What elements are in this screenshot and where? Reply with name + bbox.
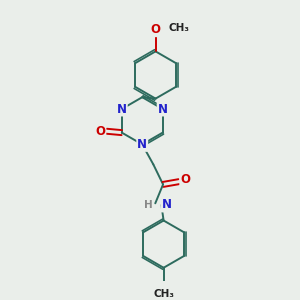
Text: N: N	[137, 138, 147, 151]
Text: N: N	[158, 103, 168, 116]
Text: O: O	[151, 23, 160, 36]
Text: CH₃: CH₃	[169, 23, 190, 33]
Text: O: O	[95, 125, 105, 138]
Text: O: O	[180, 173, 190, 187]
Text: N: N	[161, 199, 171, 212]
Text: CH₃: CH₃	[153, 289, 174, 298]
Text: H: H	[144, 200, 153, 210]
Text: N: N	[117, 103, 127, 116]
